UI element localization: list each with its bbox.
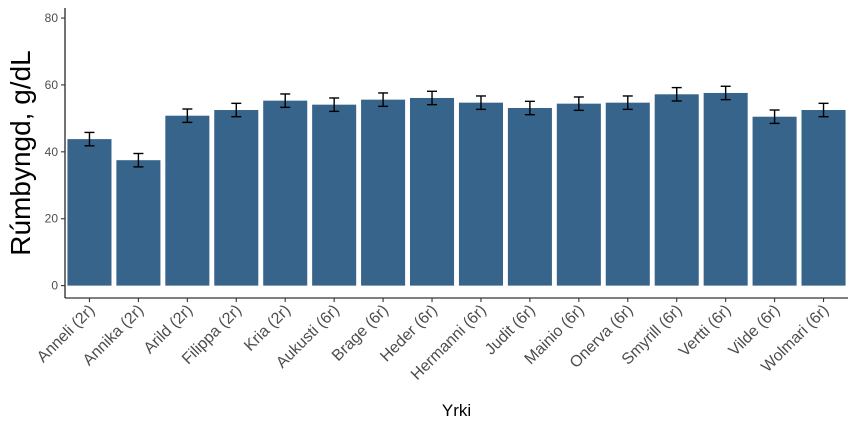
y-tick-label: 80 — [45, 11, 59, 25]
y-tick-label: 40 — [45, 145, 59, 159]
bar — [116, 160, 161, 286]
bar — [801, 110, 846, 286]
error-bar — [182, 108, 193, 124]
error-bar — [329, 97, 340, 113]
bar — [312, 104, 357, 286]
error-bar — [769, 109, 780, 125]
error-bars-layer — [84, 85, 829, 168]
bar — [556, 103, 601, 286]
bar — [361, 99, 406, 286]
error-bar — [84, 131, 95, 147]
error-bar — [427, 90, 438, 106]
y-axis-title: Rúmbyngd, g/dL — [5, 50, 36, 255]
error-bar — [524, 100, 535, 116]
error-bar — [231, 102, 242, 118]
bar — [654, 94, 699, 286]
bar — [67, 139, 112, 286]
error-bar — [818, 102, 829, 118]
error-bar — [720, 85, 731, 101]
error-bar — [671, 86, 682, 102]
bar — [752, 116, 797, 286]
y-tick-label: 60 — [45, 78, 59, 92]
y-tick-label: 20 — [45, 212, 59, 226]
bar — [263, 100, 308, 286]
bar — [703, 92, 748, 286]
error-bar — [475, 95, 486, 111]
error-bar — [573, 96, 584, 112]
error-bar — [378, 92, 389, 108]
error-bar — [622, 95, 633, 111]
bar — [214, 110, 259, 286]
error-bar — [280, 93, 291, 109]
y-ticks: 0 20 40 60 80 — [45, 11, 65, 293]
x-axis-title: Yrki — [442, 401, 471, 420]
bars-layer — [67, 92, 846, 286]
error-bar — [133, 152, 144, 168]
y-tick-label: 0 — [51, 279, 58, 293]
bar — [507, 108, 552, 286]
bar — [410, 97, 455, 286]
x-tick-label: Vertti (6r) — [676, 302, 735, 361]
bar — [605, 102, 650, 286]
bar — [458, 102, 503, 286]
bar — [165, 115, 210, 286]
x-ticks: Anneli (2r)Annika (2r)Arild (2r)Filippa … — [34, 298, 832, 384]
